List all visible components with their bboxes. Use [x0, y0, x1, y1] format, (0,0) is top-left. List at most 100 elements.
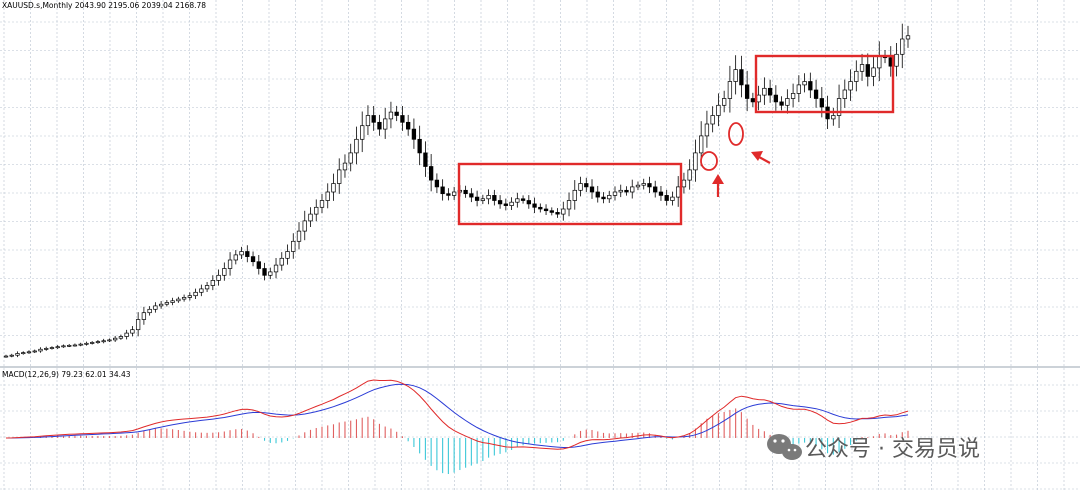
candlestick-series	[3, 23, 911, 358]
macd-main-line	[5, 379, 909, 450]
candle-body	[635, 184, 641, 188]
candle-body	[848, 81, 853, 91]
candle-body	[377, 121, 382, 130]
candle-body	[210, 280, 215, 286]
candle-body	[699, 135, 704, 154]
candle-body	[239, 251, 244, 256]
candle-body	[342, 162, 348, 171]
candle-body	[233, 254, 238, 261]
candle-body	[371, 115, 376, 123]
highlight-circle-1	[700, 151, 718, 171]
candle-body	[790, 93, 796, 99]
candle-body	[158, 303, 164, 307]
candle-body	[176, 298, 181, 302]
candle-body	[658, 191, 664, 196]
candle-body	[337, 169, 342, 184]
candle-body	[285, 251, 290, 259]
candle-body	[130, 329, 135, 334]
candle-body	[584, 183, 589, 188]
candle-body	[21, 352, 26, 354]
candle-body	[348, 152, 353, 164]
candle-body	[538, 206, 543, 210]
candle-body	[693, 152, 698, 171]
candle-body	[446, 193, 451, 196]
candle-body	[124, 332, 129, 337]
candle-body	[808, 81, 813, 91]
candle-body	[756, 94, 761, 103]
candle-body	[526, 200, 531, 205]
candle-body	[193, 291, 198, 297]
candle-body	[618, 189, 623, 193]
candle-body	[601, 196, 606, 200]
candle-body	[222, 268, 227, 276]
symbol-ohlc-readout: XAUUSD.s,Monthly 2043.90 2195.06 2039.04…	[2, 1, 206, 10]
candle-body	[900, 38, 905, 55]
candle-body	[681, 179, 687, 188]
candle-body	[831, 115, 836, 120]
candle-body	[72, 344, 78, 347]
candle-body	[474, 196, 480, 201]
candle-body	[687, 169, 692, 181]
candle-body	[204, 285, 210, 290]
candle-body	[578, 183, 583, 191]
candle-body	[411, 128, 417, 140]
candle-body	[653, 186, 658, 193]
candle-body	[854, 70, 859, 82]
candle-body	[394, 111, 399, 116]
candle-body	[49, 347, 55, 349]
candle-body	[727, 81, 733, 99]
candle-body	[871, 67, 876, 77]
candle-body	[641, 183, 646, 186]
candle-body	[61, 345, 66, 348]
candle-body	[354, 138, 359, 154]
candle-body	[279, 257, 284, 266]
candle-body	[802, 81, 807, 86]
candle-body	[400, 115, 405, 123]
arrow-left-shaft	[758, 156, 771, 164]
candle-body	[676, 186, 681, 198]
candle-body	[101, 340, 106, 343]
candle-body	[107, 339, 112, 342]
candle-body	[647, 183, 652, 188]
candle-body	[406, 121, 411, 130]
candle-body	[365, 115, 371, 127]
candle-body	[589, 186, 595, 193]
candle-body	[38, 348, 43, 352]
candle-body	[451, 191, 457, 196]
annotations	[457, 54, 895, 226]
candle-body	[164, 302, 170, 305]
candle-body	[492, 195, 497, 201]
candle-body	[561, 208, 566, 215]
candle-body	[670, 196, 675, 201]
candle-body	[314, 206, 319, 215]
candle-body	[302, 220, 307, 232]
candle-body	[187, 295, 192, 298]
candle-body	[308, 213, 313, 222]
candle-body	[842, 89, 847, 99]
candle-body	[630, 186, 635, 193]
candle-body	[245, 251, 250, 257]
candle-body	[383, 118, 388, 130]
candle-body	[555, 212, 560, 215]
candle-body	[78, 343, 83, 346]
candle-body	[113, 337, 118, 341]
candle-body	[716, 104, 721, 116]
candle-body	[32, 350, 37, 353]
candle-body	[905, 35, 911, 40]
macd-readout: MACD(12,26,9) 79.23 62.01 34.43	[2, 370, 131, 379]
candle-body	[865, 64, 870, 77]
candle-body	[118, 336, 124, 339]
candle-body	[434, 179, 440, 188]
candle-body	[463, 189, 468, 195]
candle-body	[135, 319, 141, 331]
candle-body	[268, 271, 273, 276]
candle-body	[469, 193, 474, 198]
candle-body	[15, 353, 20, 356]
candle-body	[595, 191, 600, 198]
arrow-up-head	[712, 174, 724, 184]
candle-body	[153, 305, 158, 310]
candle-body	[480, 198, 486, 201]
candle-body	[744, 84, 750, 99]
